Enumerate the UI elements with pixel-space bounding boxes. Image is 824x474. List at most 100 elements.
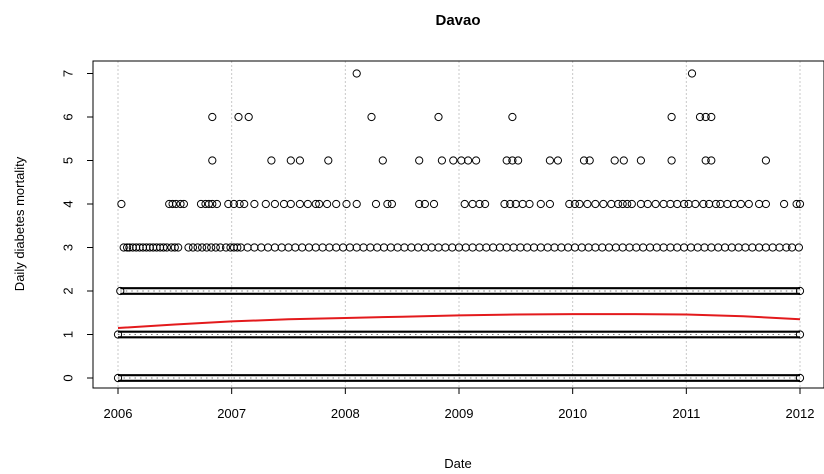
data-point <box>506 199 515 209</box>
data-point <box>407 243 416 252</box>
data-point <box>437 156 446 165</box>
data-point <box>645 243 655 252</box>
data-point <box>585 156 594 165</box>
chart-title: Davao <box>435 12 480 29</box>
data-point <box>611 243 621 252</box>
data-point <box>235 199 244 209</box>
data-point <box>623 199 632 209</box>
data-point <box>240 199 249 209</box>
data-point <box>761 243 771 252</box>
data-point <box>780 199 789 209</box>
data-point <box>216 243 225 252</box>
data-point <box>795 286 805 296</box>
data-point <box>543 243 552 252</box>
data-point <box>371 199 381 209</box>
data-point <box>502 243 511 252</box>
data-point <box>211 243 220 252</box>
data-point <box>286 199 295 209</box>
data-point <box>325 243 334 252</box>
data-point <box>359 243 368 252</box>
x-tick-label-2012: 2012 <box>786 406 815 421</box>
data-point <box>782 243 791 252</box>
data-point <box>693 243 702 252</box>
data-point <box>755 199 764 209</box>
data-point <box>415 156 424 165</box>
data-point <box>261 199 270 209</box>
data-point <box>651 199 660 209</box>
data-points-layer <box>117 69 805 252</box>
data-point <box>584 243 593 252</box>
data-point <box>723 199 732 209</box>
data-point <box>434 112 443 122</box>
data-point <box>795 199 805 209</box>
data-point <box>557 243 566 252</box>
data-point <box>570 199 580 209</box>
data-point <box>614 199 623 209</box>
data-point <box>342 199 351 209</box>
data-point <box>607 199 616 209</box>
y-tick-label-1: 1 <box>60 331 75 338</box>
data-point <box>311 199 320 209</box>
data-point <box>667 156 676 165</box>
data-point <box>464 156 473 165</box>
data-point <box>673 199 682 209</box>
data-point <box>379 243 389 252</box>
data-point <box>373 243 382 252</box>
data-point <box>570 243 580 252</box>
data-point <box>481 199 490 209</box>
data-point <box>352 243 361 252</box>
data-point <box>523 243 532 252</box>
data-point <box>618 199 627 209</box>
data-point <box>434 243 443 252</box>
data-point <box>188 243 198 252</box>
y-tick-label-5: 5 <box>60 157 75 164</box>
data-point <box>667 112 676 122</box>
data-point <box>116 286 125 296</box>
data-point <box>514 156 523 165</box>
data-point <box>761 199 771 209</box>
data-point <box>583 199 592 209</box>
data-point <box>315 199 324 209</box>
data-point <box>204 199 213 209</box>
data-point <box>699 199 708 209</box>
data-point <box>176 199 185 209</box>
data-point <box>170 243 179 252</box>
data-point <box>707 156 716 165</box>
data-point <box>599 199 608 209</box>
x-tick-label-2010: 2010 <box>558 406 587 421</box>
data-point <box>168 199 177 209</box>
data-point <box>339 243 348 252</box>
data-point <box>691 199 700 209</box>
data-point <box>736 199 746 209</box>
data-point <box>720 243 730 252</box>
data-point <box>787 243 797 252</box>
data-point <box>730 199 739 209</box>
data-point <box>525 199 534 209</box>
data-point <box>366 243 375 252</box>
data-point <box>666 199 675 209</box>
data-point <box>244 112 253 122</box>
y-axis: 0 1 2 3 4 5 6 7 <box>60 70 94 382</box>
data-point <box>291 243 300 252</box>
dense-points-level-2 <box>116 286 805 296</box>
x-axis-label: Date <box>444 456 471 471</box>
data-point <box>618 243 627 252</box>
data-point <box>680 243 689 252</box>
data-point <box>250 243 259 252</box>
data-point <box>792 199 801 209</box>
data-point <box>625 243 634 252</box>
data-point <box>208 156 217 165</box>
data-point <box>482 243 491 252</box>
data-point <box>420 243 429 252</box>
data-point <box>212 199 221 209</box>
data-point <box>686 243 696 252</box>
data-point <box>387 199 396 209</box>
data-point <box>529 243 539 252</box>
data-point <box>378 156 387 165</box>
data-point <box>279 199 289 209</box>
data-point <box>415 199 424 209</box>
data-point <box>270 243 279 252</box>
data-point <box>202 243 211 252</box>
data-point <box>332 199 341 209</box>
data-point <box>198 243 207 252</box>
